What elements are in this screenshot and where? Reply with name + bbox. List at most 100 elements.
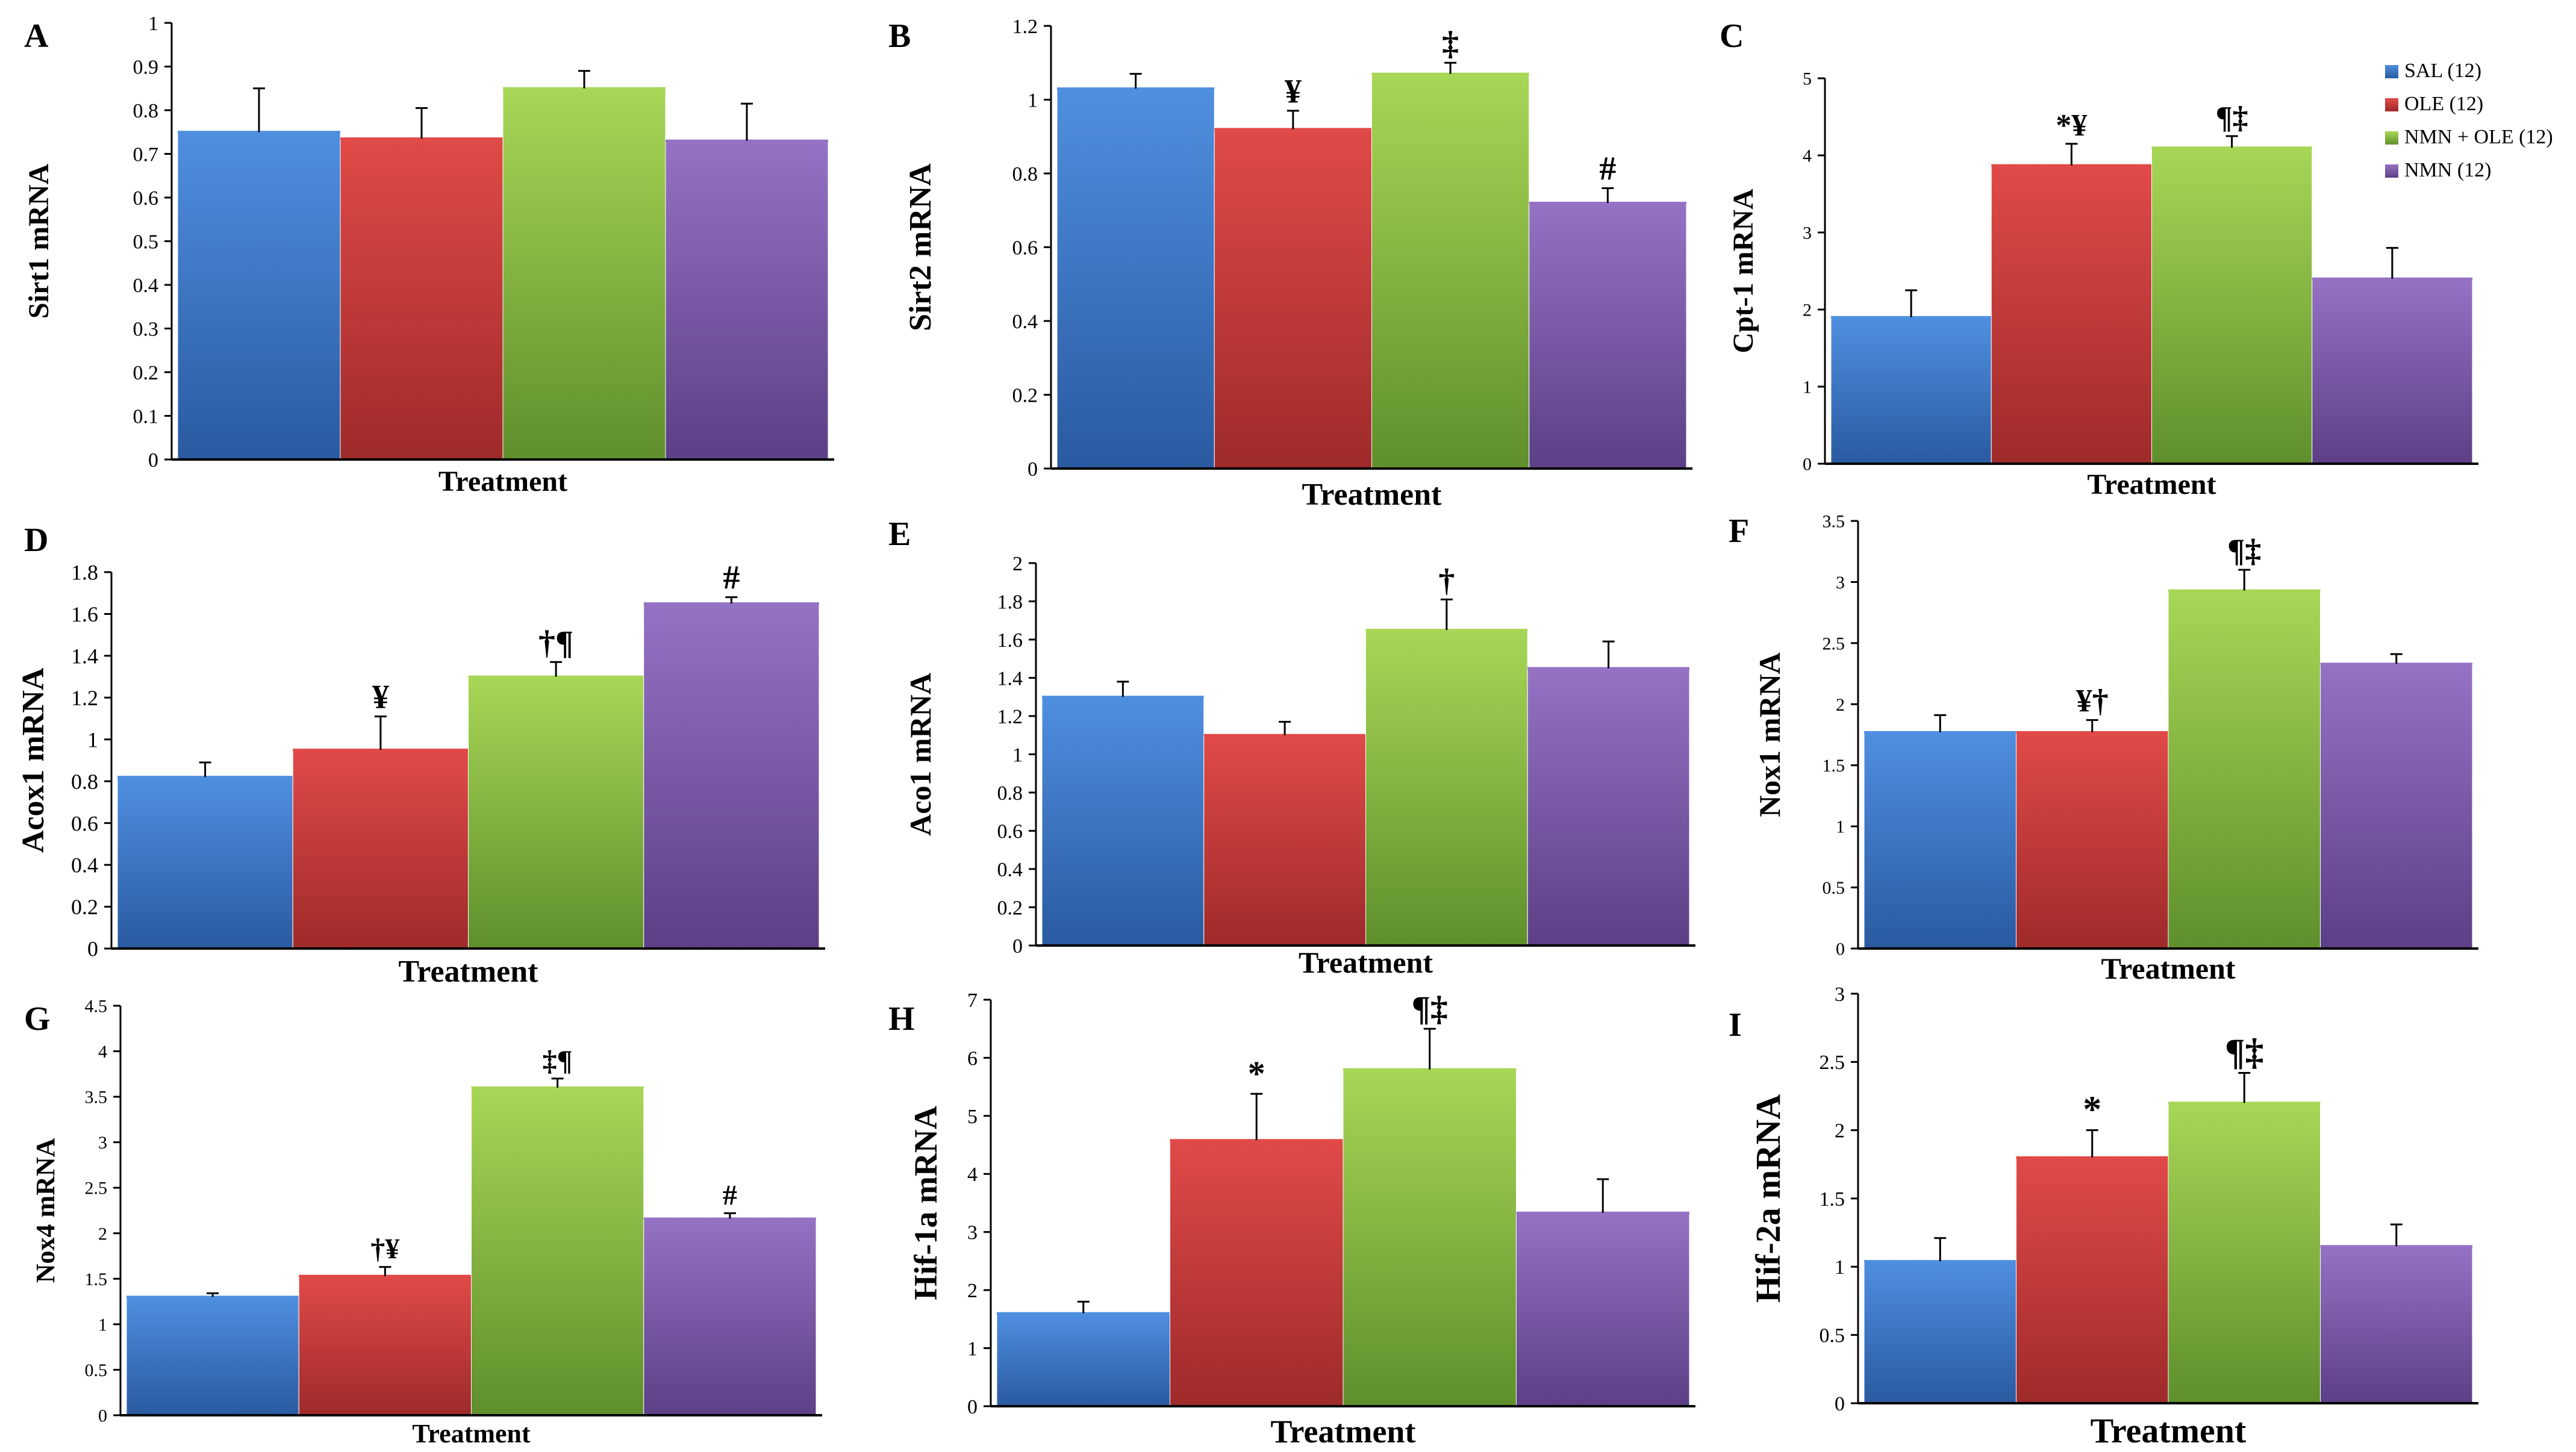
y-tick-label: 2 [967,1280,978,1302]
significance-annotation: ¶‡ [2227,532,2261,569]
bar-nmn-12 [1516,1212,1690,1407]
panel-letter: D [24,522,48,559]
y-axis-title: Sirt2 mRNA [903,163,938,331]
significance-annotation: # [1599,151,1616,188]
y-tick-label: 2 [1803,301,1812,320]
bar-nmn-ole-12 [1343,1069,1517,1407]
x-axis-title: Treatment [412,1419,531,1448]
bar-nmn-12 [1529,202,1687,469]
y-tick-label: 0.9 [133,56,159,78]
chart-panel-e: E 0 0.2 0.4 0.6 0.8 1 1.2 1.4 1.6 1.8 2 † Treatment Ac… [888,516,1695,979]
y-tick-label: 4 [98,1042,107,1062]
y-tick-label: 0.5 [133,231,159,253]
y-tick-label: 2.5 [85,1179,108,1198]
panel-letter: I [1729,1006,1742,1044]
bar-nmn-12 [2320,1245,2473,1404]
significance-annotation: ‡ [1442,25,1459,62]
y-tick-label: 0.2 [133,362,159,384]
bar-nmn-ole-12 [1371,73,1530,469]
y-tick-label: 0.6 [997,820,1023,843]
y-tick-label: 7 [967,989,978,1012]
bar-nmn-ole-12 [2168,1102,2321,1404]
bar-sal-12 [1863,1260,2016,1404]
y-tick-label: 0.7 [133,143,159,166]
bar-sal-12 [1056,88,1215,469]
y-tick-label: 1 [1028,89,1038,111]
y-axis-title: Cpt-1 mRNA [1727,189,1759,354]
y-tick-label: 0 [967,1396,978,1418]
legend-swatch [2385,98,2398,111]
bar-sal-12 [996,1313,1170,1407]
legend-label: OLE (12) [2404,93,2483,115]
y-tick-label: 0 [87,937,98,961]
x-axis-title: Treatment [2091,1411,2247,1450]
legend: SAL (12) OLE (12) NMN + OLE (12) NMN (12) [2385,60,2553,181]
y-tick-label: 0.3 [133,318,159,340]
bar-ole-12 [1203,735,1366,946]
y-tick-label: 0.1 [133,405,159,428]
y-tick-label: 0.8 [133,100,159,122]
bar-ole-12 [292,749,469,949]
x-axis-title: Treatment [438,466,567,497]
bar-nmn-ole-12 [2168,590,2321,949]
y-tick-label: 1.4 [71,644,98,668]
y-tick-label: 1.6 [997,629,1023,652]
y-tick-label: 3 [1836,573,1845,593]
y-tick-label: 3.5 [1823,512,1845,532]
y-tick-label: 4 [1803,146,1812,166]
y-tick-label: 2 [1836,695,1845,715]
bar-ole-12 [2016,1157,2169,1404]
y-tick-label: 1 [1012,744,1023,766]
y-tick-label: 1 [1835,1256,1845,1279]
y-tick-label: 1.8 [71,561,98,585]
y-axis-title: Nox1 mRNA [1753,652,1786,817]
y-tick-label: 0.6 [1012,237,1038,259]
y-tick-label: 5 [967,1106,978,1128]
bar-ole-12 [340,138,504,460]
legend-swatch [2385,65,2398,78]
significance-annotation: ¶‡ [2225,1032,2263,1073]
y-tick-label: 0.4 [71,853,98,877]
y-tick-label: 1 [1836,817,1845,837]
y-tick-label: 0.6 [133,187,159,210]
bar-nmn-ole-12 [2151,147,2313,464]
y-axis-title: Acox1 mRNA [16,667,51,853]
legend-swatch [2385,131,2398,145]
y-tick-label: 0 [1012,935,1023,958]
bar-ole-12 [1991,165,2152,464]
y-tick-label: 0 [1836,939,1845,959]
x-axis-title: Treatment [1299,946,1433,979]
y-tick-label: 0 [98,1406,107,1426]
significance-annotation: †¶ [538,624,573,661]
y-tick-label: 0.4 [997,859,1023,881]
y-tick-label: 5 [1803,69,1812,89]
bar-sal-12 [1830,317,1992,464]
panel-letter: C [1720,17,1744,55]
y-tick-label: 1.4 [997,667,1023,690]
y-axis-title: Sirt1 mRNA [23,164,55,319]
bar-nmn-12 [643,1218,817,1416]
significance-annotation: ‡¶ [543,1045,573,1077]
y-tick-label: 1.2 [1012,16,1038,38]
y-axis-title: Nox4 mRNA [31,1138,60,1283]
bar-nmn-12 [2320,663,2473,949]
y-tick-label: 3.5 [85,1088,108,1108]
y-tick-label: 2 [1012,553,1023,575]
bar-sal-12 [126,1297,299,1416]
y-tick-label: 0.5 [1820,1325,1845,1347]
y-tick-label: 3 [1835,983,1845,1006]
y-tick-label: 6 [967,1047,978,1070]
y-tick-label: 2 [1835,1120,1845,1142]
significance-annotation: ¥ [372,679,389,716]
bar-ole-12 [298,1276,472,1416]
panel-letter: G [24,1000,51,1038]
bar-ole-12 [1214,129,1372,469]
bar-sal-12 [1863,732,2016,949]
y-tick-label: 2.5 [1820,1052,1845,1074]
significance-annotation: *¥ [2056,108,2087,143]
y-tick-label: 1.5 [85,1270,108,1289]
y-axis-title: Hif-2a mRNA [1748,1094,1788,1303]
y-tick-label: 0.5 [1823,878,1845,898]
y-tick-label: 2 [98,1224,107,1244]
